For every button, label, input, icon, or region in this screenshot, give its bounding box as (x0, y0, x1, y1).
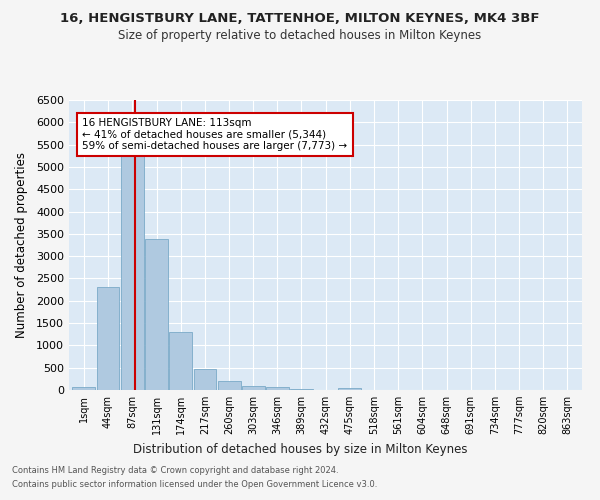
Bar (266, 388, 289, 390)
Bar (73, 386, 95, 390)
Bar (169, 332, 193, 390)
Text: Contains public sector information licensed under the Open Government Licence v3: Contains public sector information licen… (12, 480, 377, 489)
Bar (218, 380, 241, 390)
Bar (242, 386, 265, 390)
Bar (338, 388, 361, 390)
Text: 16 HENGISTBURY LANE: 113sqm
← 41% of detached houses are smaller (5,344)
59% of : 16 HENGISTBURY LANE: 113sqm ← 41% of det… (82, 118, 347, 151)
Bar (194, 369, 217, 390)
Bar (121, 149, 144, 390)
Text: 16, HENGISTBURY LANE, TATTENHOE, MILTON KEYNES, MK4 3BF: 16, HENGISTBURY LANE, TATTENHOE, MILTON … (60, 12, 540, 26)
Bar (97, 288, 119, 390)
Bar (290, 388, 313, 390)
Text: Distribution of detached houses by size in Milton Keynes: Distribution of detached houses by size … (133, 442, 467, 456)
Y-axis label: Number of detached properties: Number of detached properties (14, 152, 28, 338)
Text: Contains HM Land Registry data © Crown copyright and database right 2024.: Contains HM Land Registry data © Crown c… (12, 466, 338, 475)
Text: Size of property relative to detached houses in Milton Keynes: Size of property relative to detached ho… (118, 29, 482, 42)
Bar (145, 239, 168, 390)
